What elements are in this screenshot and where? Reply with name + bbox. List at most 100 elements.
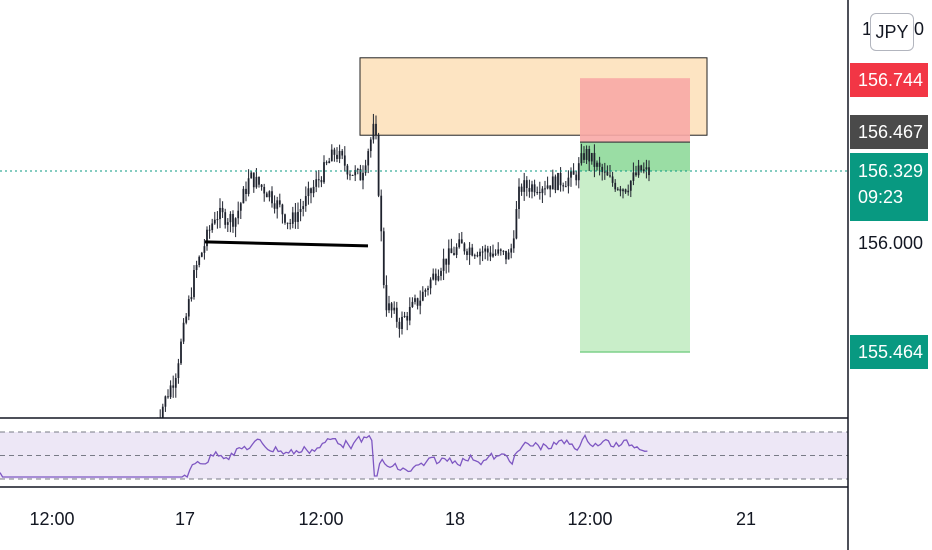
candle-body — [310, 188, 312, 194]
price-tick-label: 156.000 — [858, 233, 924, 253]
candle-body — [473, 255, 476, 257]
axis-top-left-digit: 1 — [862, 19, 873, 39]
candle-body — [174, 378, 177, 388]
axis-top-right-digit: 0 — [914, 19, 925, 39]
reward-zone[interactable] — [580, 142, 690, 352]
last-price-value: 156.329 — [858, 161, 924, 181]
candle-body — [494, 253, 497, 255]
candle-body — [453, 253, 455, 255]
candle-body — [416, 298, 419, 306]
candle-body — [364, 165, 367, 173]
candle-body — [393, 307, 396, 311]
candle-body — [419, 300, 422, 306]
candle-body — [255, 176, 258, 188]
candle-body — [278, 200, 281, 205]
candle-body — [382, 231, 385, 286]
candle-body — [252, 172, 255, 188]
candle-body — [609, 175, 611, 177]
candle-body — [536, 191, 539, 193]
candle-body — [502, 250, 505, 252]
candle-body — [328, 161, 331, 164]
candle-body — [395, 307, 398, 322]
candle-body — [585, 148, 588, 160]
candle-body — [245, 188, 247, 195]
candle-body — [580, 153, 583, 164]
candle-body — [182, 322, 185, 342]
candle-body — [341, 150, 344, 156]
rsi-line — [0, 434, 648, 479]
candle-body — [557, 172, 559, 191]
candle-body — [551, 176, 554, 190]
bar-countdown: 09:23 — [858, 187, 904, 207]
candle-body — [596, 162, 598, 167]
candle-body — [263, 186, 266, 194]
candle-body — [614, 182, 617, 190]
candle-body — [603, 171, 606, 173]
candle-body — [208, 229, 211, 231]
candle-body — [276, 200, 279, 209]
candle-body — [575, 174, 578, 181]
candle-body — [356, 168, 359, 171]
candle-body — [414, 298, 416, 302]
stop-loss-price-label: 155.464 — [850, 335, 928, 369]
zone-layer — [359, 57, 708, 353]
time-tick-label: 18 — [444, 509, 466, 529]
candle-body — [421, 291, 424, 301]
rsi-panel — [0, 431, 848, 480]
candle-body — [432, 273, 435, 280]
candle-body — [286, 222, 289, 224]
time-tick-label: 12:00 — [298, 509, 344, 529]
candle-body — [458, 239, 461, 248]
candle-body — [213, 219, 216, 224]
risk-zone[interactable] — [580, 78, 690, 143]
candle-body — [336, 154, 338, 159]
candle-body — [440, 270, 442, 276]
candle-body — [406, 315, 409, 321]
candle-body — [349, 174, 351, 176]
candle-body — [411, 301, 414, 307]
candle-body — [385, 285, 388, 311]
candle-body — [588, 148, 591, 162]
candle-body — [325, 162, 328, 164]
candle-body — [606, 171, 609, 176]
candle-body — [187, 299, 190, 317]
currency-button[interactable]: JPY — [870, 13, 914, 51]
candle-body — [544, 188, 546, 190]
candle-body — [390, 303, 393, 311]
open-profit-zone — [580, 142, 690, 171]
candle-body — [312, 186, 315, 194]
candle-body — [323, 162, 325, 183]
candle-body — [242, 188, 245, 204]
candle-body — [564, 186, 567, 188]
candle-body — [362, 172, 364, 181]
candle-body — [177, 363, 180, 379]
candle-body — [219, 207, 221, 220]
candle-body — [330, 149, 333, 162]
candle-body — [627, 190, 630, 193]
candle-body — [546, 185, 549, 189]
candle-body — [302, 206, 305, 210]
candle-body — [619, 188, 622, 192]
support-trendline[interactable] — [204, 240, 369, 248]
candle-body — [388, 303, 390, 311]
candle-body — [460, 239, 463, 244]
candle-body — [260, 184, 263, 187]
candle-body — [492, 253, 494, 257]
candle-body — [367, 151, 370, 166]
candle-body — [445, 258, 448, 265]
candle-body — [497, 249, 500, 254]
candle-body — [590, 152, 593, 162]
frame-layer — [0, 0, 849, 550]
candle-body — [343, 155, 346, 166]
candle-body — [437, 275, 440, 281]
candle-body — [489, 252, 492, 257]
candle-body — [265, 193, 268, 198]
candle-body — [338, 150, 341, 159]
overlay-layer — [0, 170, 848, 248]
candle-body — [450, 248, 453, 254]
candle-body — [505, 250, 507, 260]
candle-body — [320, 180, 323, 183]
candle-body — [372, 123, 375, 140]
candle-body — [351, 174, 354, 176]
